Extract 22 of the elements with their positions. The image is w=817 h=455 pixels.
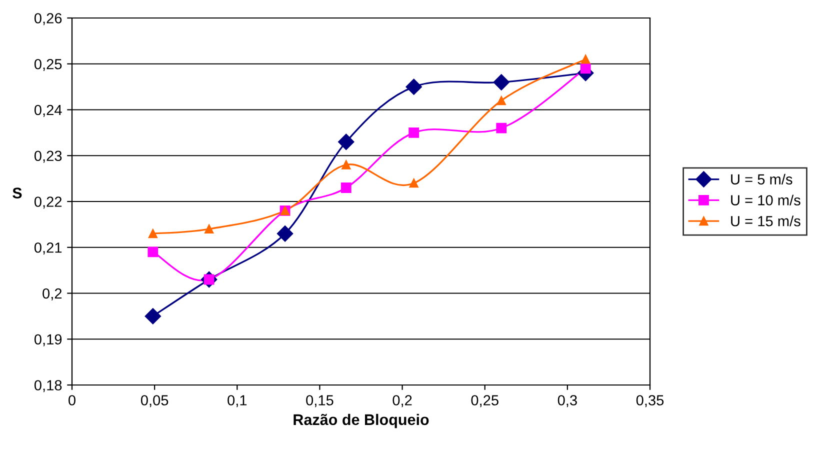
y-axis-title: S	[12, 188, 22, 198]
x-tick-label: 0,35	[636, 395, 664, 408]
legend-label: U = 10 m/s	[731, 194, 800, 206]
x-tick-label: 0,1	[228, 395, 247, 408]
x-tick-label: 0,2	[392, 395, 412, 408]
x-tick-label: 0,05	[140, 395, 168, 408]
x-tick-label: 0,25	[471, 395, 498, 408]
x-tick-label: 0,15	[306, 395, 334, 408]
legend-label: U = 15 m/s	[731, 216, 800, 226]
y-tick-label: 0,21	[34, 242, 62, 255]
y-tick-label: 0,2	[42, 288, 62, 300]
x-tick-label: 0	[68, 395, 76, 406]
y-tick-label: 0,24	[34, 104, 62, 117]
y-tick-label: 0,26	[34, 13, 62, 26]
legend-label: U = 5 m/s	[731, 174, 792, 185]
x-tick-label: 0,3	[558, 395, 577, 408]
y-tick-label: 0,19	[34, 334, 62, 346]
y-tick-label: 0,22	[34, 196, 62, 209]
y-tick-label: 0,25	[34, 58, 62, 72]
x-axis-title: Razão de Bloqueio	[294, 414, 429, 428]
y-tick-label: 0,18	[34, 380, 62, 392]
y-tick-label: 0,23	[34, 150, 62, 163]
